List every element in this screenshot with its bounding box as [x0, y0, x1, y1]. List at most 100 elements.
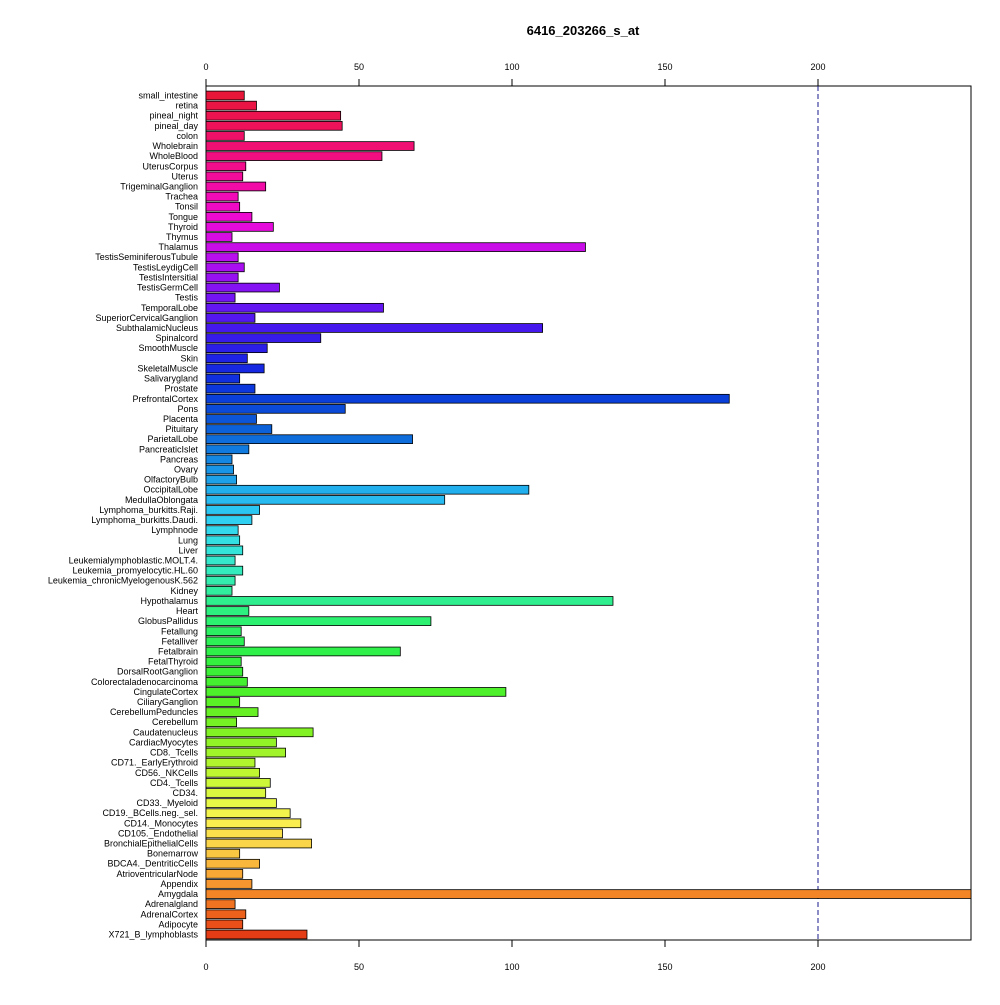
bar: [205, 869, 244, 879]
bar: [205, 282, 280, 293]
category-label: Fetalbrain: [158, 646, 198, 656]
bar: [205, 858, 260, 869]
category-label: TestisSeminiferousTubule: [95, 252, 198, 262]
category-label: CD56._NKCells: [135, 768, 199, 778]
category-label: Lymphnode: [151, 525, 198, 535]
category-label: Appendix: [160, 879, 198, 889]
category-label: CingulateCortex: [133, 687, 198, 697]
category-label: TemporalLobe: [141, 303, 198, 313]
category-label: Uterus: [171, 171, 198, 181]
bar: [205, 434, 413, 444]
bar: [205, 707, 259, 717]
category-label: BDCA4._DentriticCells: [107, 859, 198, 869]
category-label: Leukemia_chronicMyelogenousK.562: [48, 576, 198, 586]
bar: [205, 717, 238, 728]
bar: [205, 818, 302, 829]
category-label: Cerebellum: [152, 717, 198, 727]
category-label: UterusCorpus: [142, 161, 198, 171]
bar: [205, 889, 972, 899]
category-label: Fetallung: [161, 626, 198, 636]
category-label: Adrenalgland: [145, 899, 198, 909]
x-tick-label-top: 50: [354, 62, 364, 72]
bar: [205, 838, 312, 849]
category-label: pineal_night: [149, 111, 198, 121]
bar: [205, 444, 250, 455]
bar: [205, 211, 253, 222]
category-label: SmoothMuscle: [138, 343, 198, 353]
x-tick-label-top: 0: [203, 62, 208, 72]
category-label: SkeletalMuscle: [137, 363, 198, 373]
bar: [205, 232, 233, 242]
category-label: Hypothalamus: [140, 596, 198, 606]
category-label: PancreaticIslet: [139, 444, 199, 454]
category-label: Spinalcord: [155, 333, 198, 343]
bar: [205, 272, 239, 283]
category-label: WholeBlood: [149, 151, 198, 161]
bar: [205, 292, 236, 303]
category-label: Lymphoma_burkitts.Daudi.: [91, 515, 198, 525]
category-label: CerebellumPeduncles: [110, 707, 199, 717]
bar: [205, 596, 614, 606]
bar: [205, 656, 242, 667]
bar: [205, 616, 432, 626]
bar: [205, 90, 245, 101]
x-tick-label-top: 150: [657, 62, 672, 72]
category-label: Tonsil: [175, 202, 198, 212]
bar: [205, 778, 271, 788]
category-label: GlobusPallidus: [138, 616, 199, 626]
category-label: retina: [175, 101, 198, 111]
category-label: CiliaryGanglion: [137, 697, 198, 707]
bar: [205, 454, 233, 465]
bar: [205, 565, 244, 576]
bar: [205, 404, 346, 414]
bar: [205, 262, 245, 273]
category-label: Placenta: [163, 414, 198, 424]
bar: [205, 909, 247, 920]
bar: [205, 474, 238, 485]
bar: [205, 505, 260, 515]
x-tick-label-bottom: 200: [810, 962, 825, 972]
category-label: Fetalliver: [161, 636, 198, 646]
bar: [205, 798, 277, 808]
bar: [205, 848, 241, 859]
category-label: Bonemarrow: [147, 849, 199, 859]
bar: [205, 545, 244, 556]
category-label: Lymphoma_burkitts.Raji.: [99, 505, 198, 515]
category-label: Colorectaladenocarcinoma: [91, 677, 198, 687]
bar: [205, 676, 248, 687]
category-label: TrigeminalGanglion: [120, 181, 198, 191]
bar: [205, 131, 245, 141]
bar: [205, 393, 730, 404]
category-label: Thymus: [166, 232, 199, 242]
bar: [205, 191, 239, 202]
category-label: Heart: [176, 606, 199, 616]
category-label: CD33._Myeloid: [136, 798, 198, 808]
x-tick-label-bottom: 150: [657, 962, 672, 972]
bar: [205, 201, 241, 212]
category-label: Caudatenucleus: [133, 727, 199, 737]
bar: [205, 515, 253, 525]
bar: [205, 343, 268, 354]
category-label: AtrioventricularNode: [116, 869, 198, 879]
bar: [205, 495, 446, 505]
category-label: CD71._EarlyErythroid: [111, 758, 198, 768]
category-label: FetalThyroid: [148, 657, 198, 667]
bar: [205, 424, 273, 434]
bar: [205, 252, 239, 263]
bar: [205, 586, 233, 596]
category-label: CD8._Tcells: [150, 748, 199, 758]
category-label: colon: [176, 131, 198, 141]
bar: [205, 373, 241, 384]
category-label: Ovary: [174, 465, 199, 475]
bar: [205, 333, 322, 343]
category-label: Kidney: [170, 586, 198, 596]
category-label: Amygdala: [158, 889, 198, 899]
bar: [205, 121, 343, 131]
bar: [205, 464, 234, 475]
bar: [205, 100, 257, 111]
category-label: PrefrontalCortex: [132, 394, 198, 404]
bar: [205, 414, 257, 424]
category-label: TestisGermCell: [137, 283, 198, 293]
